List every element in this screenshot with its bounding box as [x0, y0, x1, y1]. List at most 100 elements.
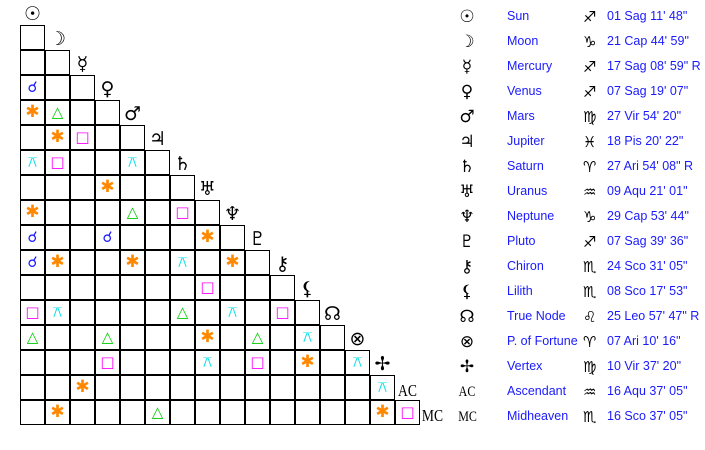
aspect-cell[interactable] [320, 375, 345, 400]
aspect-cell[interactable] [145, 200, 170, 225]
planet-row-mercury[interactable]: ☿ Mercury ♐ 17 Sag 08' 59" R [450, 55, 705, 80]
aspect-cell[interactable] [95, 250, 120, 275]
aspect-cell[interactable] [145, 325, 170, 350]
aspect-cell[interactable] [45, 175, 70, 200]
aspect-cell[interactable] [170, 350, 195, 375]
aspect-cell[interactable] [145, 150, 170, 175]
aspect-cell[interactable] [45, 50, 70, 75]
aspect-cell[interactable] [120, 350, 145, 375]
planet-row-neptune[interactable]: ♆ Neptune ♑ 29 Cap 53' 44" [450, 205, 705, 230]
aspect-cell[interactable] [145, 300, 170, 325]
aspect-cell[interactable] [95, 300, 120, 325]
aspect-cell[interactable] [20, 100, 45, 125]
aspect-cell[interactable] [20, 175, 45, 200]
aspect-cell[interactable] [170, 200, 195, 225]
aspect-cell[interactable] [245, 275, 270, 300]
aspect-cell[interactable] [20, 400, 45, 425]
aspect-cell[interactable] [220, 375, 245, 400]
aspect-cell[interactable] [145, 275, 170, 300]
planet-row-chiron[interactable]: ⚷ Chiron ♏ 24 Sco 31' 05" [450, 255, 705, 280]
aspect-cell[interactable] [195, 375, 220, 400]
aspect-cell[interactable] [245, 250, 270, 275]
aspect-cell[interactable] [245, 350, 270, 375]
aspect-cell[interactable] [45, 200, 70, 225]
aspect-cell[interactable] [20, 250, 45, 275]
aspect-cell[interactable] [120, 175, 145, 200]
aspect-cell[interactable] [20, 25, 45, 50]
aspect-cell[interactable] [220, 300, 245, 325]
aspect-cell[interactable] [245, 375, 270, 400]
aspect-cell[interactable] [145, 375, 170, 400]
aspect-cell[interactable] [195, 400, 220, 425]
aspect-cell[interactable] [45, 275, 70, 300]
aspect-cell[interactable] [245, 300, 270, 325]
aspect-cell[interactable] [70, 325, 95, 350]
aspect-cell[interactable] [145, 250, 170, 275]
aspect-cell[interactable] [45, 375, 70, 400]
aspect-cell[interactable] [45, 300, 70, 325]
aspect-cell[interactable] [295, 325, 320, 350]
aspect-cell[interactable] [170, 325, 195, 350]
aspect-cell[interactable] [20, 375, 45, 400]
aspect-cell[interactable] [295, 300, 320, 325]
aspect-cell[interactable] [70, 375, 95, 400]
aspect-cell[interactable] [70, 150, 95, 175]
aspect-cell[interactable] [70, 125, 95, 150]
aspect-cell[interactable] [70, 300, 95, 325]
aspect-cell[interactable] [120, 400, 145, 425]
aspect-cell[interactable] [120, 275, 145, 300]
aspect-cell[interactable] [95, 325, 120, 350]
aspect-cell[interactable] [295, 400, 320, 425]
aspect-cell[interactable] [45, 350, 70, 375]
aspect-cell[interactable] [120, 325, 145, 350]
aspect-cell[interactable] [270, 275, 295, 300]
aspect-cell[interactable] [45, 225, 70, 250]
planet-row-lilith[interactable]: ⚸ Lilith ♏ 08 Sco 17' 53" [450, 280, 705, 305]
aspect-cell[interactable] [120, 250, 145, 275]
aspect-cell[interactable] [220, 400, 245, 425]
aspect-cell[interactable] [270, 300, 295, 325]
aspect-cell[interactable] [20, 275, 45, 300]
planet-row-true-node[interactable]: ☊ True Node ♌ 25 Leo 57' 47" R [450, 305, 705, 330]
aspect-cell[interactable] [145, 400, 170, 425]
aspect-cell[interactable] [45, 250, 70, 275]
aspect-cell[interactable] [220, 350, 245, 375]
aspect-cell[interactable] [20, 325, 45, 350]
planet-row-sun[interactable]: ☉ Sun ♐ 01 Sag 11' 48" [450, 5, 705, 30]
aspect-cell[interactable] [70, 350, 95, 375]
aspect-cell[interactable] [295, 350, 320, 375]
aspect-cell[interactable] [95, 275, 120, 300]
planet-row-p-of-fortune[interactable]: ⊗ P. of Fortune ♈ 07 Ari 10' 16" [450, 330, 705, 355]
aspect-cell[interactable] [20, 200, 45, 225]
aspect-cell[interactable] [95, 225, 120, 250]
aspect-cell[interactable] [70, 175, 95, 200]
aspect-cell[interactable] [20, 300, 45, 325]
planet-row-vertex[interactable]: ✢ Vertex ♍ 10 Vir 37' 20" [450, 355, 705, 380]
aspect-cell[interactable] [170, 300, 195, 325]
aspect-cell[interactable] [20, 50, 45, 75]
aspect-cell[interactable] [345, 375, 370, 400]
aspect-cell[interactable] [245, 325, 270, 350]
aspect-cell[interactable] [220, 325, 245, 350]
aspect-cell[interactable] [45, 125, 70, 150]
aspect-cell[interactable] [45, 325, 70, 350]
aspect-cell[interactable] [95, 350, 120, 375]
planet-row-midheaven[interactable]: MC Midheaven ♏ 16 Sco 37' 05" [450, 405, 705, 430]
aspect-cell[interactable] [370, 375, 395, 400]
aspect-cell[interactable] [45, 100, 70, 125]
aspect-cell[interactable] [220, 275, 245, 300]
aspect-cell[interactable] [70, 100, 95, 125]
aspect-cell[interactable] [370, 400, 395, 425]
aspect-cell[interactable] [70, 275, 95, 300]
aspect-cell[interactable] [70, 200, 95, 225]
aspect-cell[interactable] [120, 125, 145, 150]
aspect-cell[interactable] [195, 325, 220, 350]
aspect-cell[interactable] [320, 400, 345, 425]
aspect-cell[interactable] [45, 400, 70, 425]
aspect-cell[interactable] [95, 150, 120, 175]
aspect-cell[interactable] [70, 250, 95, 275]
aspect-cell[interactable] [95, 100, 120, 125]
aspect-cell[interactable] [120, 300, 145, 325]
aspect-cell[interactable] [320, 350, 345, 375]
aspect-cell[interactable] [120, 200, 145, 225]
